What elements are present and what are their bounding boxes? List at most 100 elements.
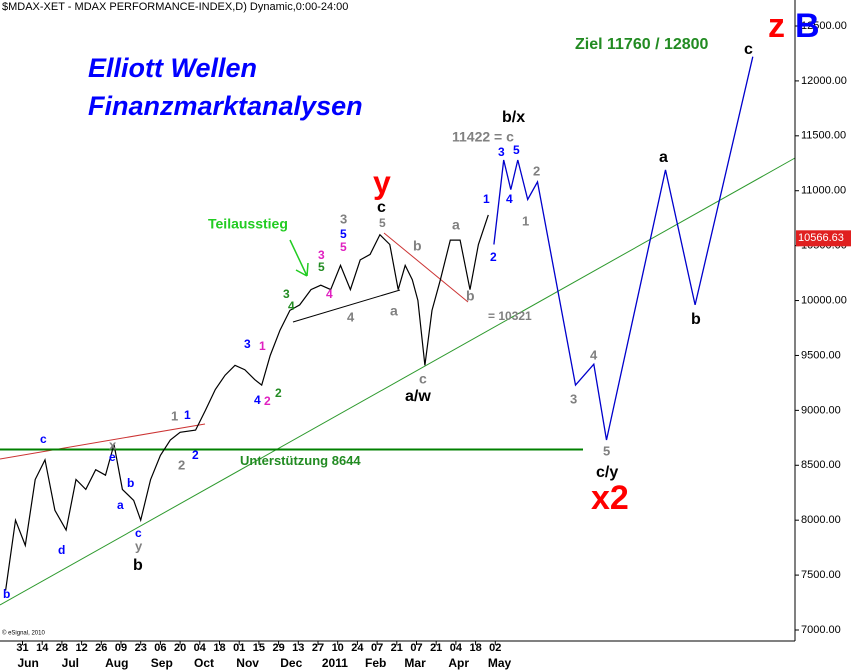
y-tick-label: 10000.00	[801, 294, 847, 306]
wave-label: 1	[184, 408, 191, 422]
wave-label: d	[58, 543, 65, 557]
wave-label: 2	[490, 250, 497, 264]
wave-label: 5	[379, 216, 386, 230]
month-label: Aug	[105, 656, 128, 670]
wave-label: 4	[590, 347, 598, 362]
wave-label: 4	[254, 393, 261, 407]
wave-label: a	[659, 149, 668, 166]
last-price-box	[796, 230, 851, 247]
wave-label: 5	[340, 240, 347, 254]
month-label: Dec	[280, 656, 302, 670]
wave-label: c	[419, 371, 427, 387]
wave-label: 2	[178, 457, 185, 472]
x-tick-label: 15	[253, 642, 265, 654]
trend-line	[0, 157, 796, 606]
month-label: Apr	[448, 656, 469, 670]
wave-label: 1	[522, 213, 529, 228]
wave-label: Teilausstieg	[208, 216, 288, 232]
wave-label: 2	[192, 448, 199, 462]
x-tick-label: 13	[292, 642, 304, 654]
wave-label: 4	[326, 287, 333, 301]
x-tick-label: 01	[233, 642, 245, 654]
x-tick-label: 21	[430, 642, 442, 654]
copyright: © eSignal, 2010	[2, 630, 45, 637]
month-label: Oct	[194, 656, 214, 670]
wave-label: 5	[318, 260, 325, 274]
wave-label: c/y	[596, 464, 618, 481]
month-label: 2011	[322, 656, 348, 670]
x-tick-label: 04	[450, 642, 463, 654]
y-tick-label: 9000.00	[801, 404, 841, 416]
forecast-line	[493, 56, 754, 441]
wave-label: Finanzmarktanalysen	[88, 91, 363, 121]
wave-label: = 10321	[488, 309, 532, 323]
price-line	[5, 214, 489, 591]
x-tick-label: 21	[391, 642, 403, 654]
x-tick-label: 27	[312, 642, 324, 654]
wave-label: b	[127, 476, 134, 490]
x-tick-label: 07	[410, 642, 422, 654]
x-tick-label: 04	[194, 642, 207, 654]
trend-line	[383, 232, 469, 303]
wave-label: z	[768, 7, 785, 45]
wave-label: x2	[591, 479, 629, 517]
wave-label: 3	[340, 211, 347, 226]
wave-label: 4	[347, 309, 355, 324]
wave-label: a	[117, 498, 124, 512]
y-tick-label: 11500.00	[801, 130, 846, 142]
wave-label: 4	[506, 192, 513, 206]
wave-label: y	[373, 164, 391, 200]
month-label: Mar	[404, 656, 426, 670]
wave-label: 1	[259, 339, 266, 353]
wave-label: c	[377, 199, 386, 216]
y-tick-label: 12500.00	[801, 20, 847, 32]
wave-label: e	[109, 450, 116, 464]
wave-label: a	[452, 217, 460, 233]
wave-label: x	[109, 437, 117, 452]
month-label: Jul	[62, 656, 79, 670]
x-tick-label: 14	[36, 642, 49, 654]
wave-label: B	[795, 7, 820, 45]
wave-label: 3	[244, 337, 251, 351]
x-tick-label: 24	[351, 642, 364, 654]
wave-label: Ziel 11760 / 12800	[575, 36, 709, 53]
wave-label: b	[466, 288, 475, 304]
wave-label: b/x	[502, 109, 525, 126]
month-label: May	[488, 656, 512, 670]
x-tick-label: 29	[272, 642, 284, 654]
y-tick-label: 7000.00	[801, 624, 841, 636]
wave-label: 2	[264, 394, 271, 408]
x-tick-label: 23	[135, 642, 147, 654]
wave-label: b	[133, 557, 143, 574]
wave-label: 5	[513, 143, 520, 157]
y-tick-label: 7500.00	[801, 569, 841, 581]
x-tick-label: 26	[95, 642, 107, 654]
wave-label: c	[40, 432, 47, 446]
x-tick-label: 07	[371, 642, 383, 654]
month-label: Sep	[151, 656, 173, 670]
wave-label: 5	[340, 227, 347, 241]
wave-label: 2	[533, 163, 540, 178]
x-tick-label: 12	[75, 642, 87, 654]
y-tick-label: 12000.00	[801, 75, 847, 87]
wave-label: a/w	[405, 388, 431, 405]
wave-label: y	[135, 538, 143, 553]
wave-label: 3	[283, 287, 290, 301]
wave-label: 1	[171, 408, 178, 423]
wave-label: c	[744, 41, 753, 58]
y-tick-label: 9500.00	[801, 349, 841, 361]
wave-label: 3	[498, 145, 505, 159]
month-label: Feb	[365, 656, 386, 670]
wave-label: 2	[275, 386, 282, 400]
wave-label: 1	[483, 192, 490, 206]
x-tick-label: 06	[154, 642, 166, 654]
wave-label: a	[390, 303, 398, 319]
arrow	[289, 239, 309, 277]
x-tick-label: 02	[489, 642, 501, 654]
x-tick-label: 20	[174, 642, 186, 654]
chart-title: $MDAX-XET - MDAX PERFORMANCE-INDEX,D) Dy…	[2, 1, 348, 13]
wave-label: 3	[318, 248, 325, 262]
wave-label: c	[135, 526, 142, 540]
